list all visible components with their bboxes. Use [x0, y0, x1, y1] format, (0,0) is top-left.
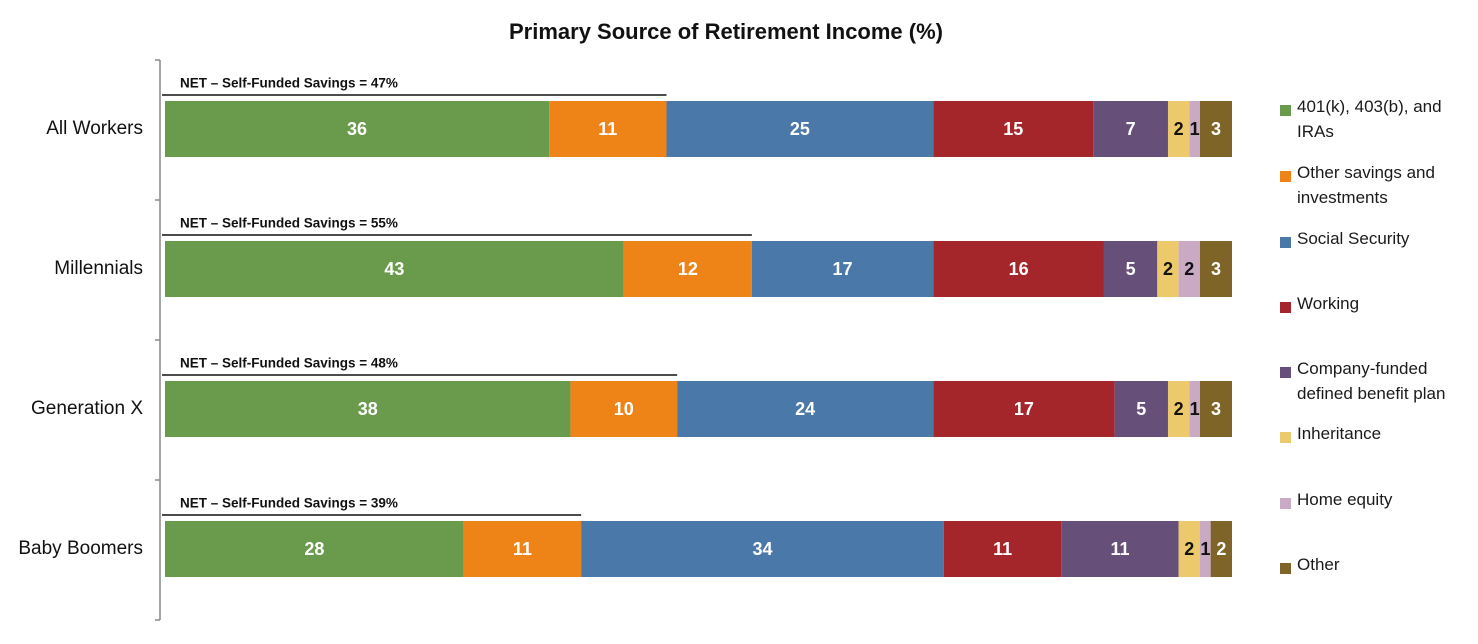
value-label: 28 [304, 539, 324, 559]
bar-segment [933, 241, 1104, 297]
value-label: 17 [833, 259, 853, 279]
bar-segment [1210, 521, 1232, 577]
value-label: 2 [1174, 119, 1184, 139]
legend: 401(k), 403(b), and IRAs Other savings an… [1280, 0, 1470, 644]
annotation: NET – Self-Funded Savings = 39% [180, 496, 398, 511]
value-label: 7 [1126, 119, 1136, 139]
bar-segment [1114, 381, 1168, 437]
bar-segment [1199, 241, 1232, 297]
category-label: All Workers [46, 118, 143, 139]
value-label: 36 [347, 119, 367, 139]
legend-swatch [1280, 302, 1291, 313]
value-label: 11 [513, 539, 532, 559]
bar-segment [1199, 521, 1211, 577]
bar-segment [165, 241, 624, 297]
legend-label: Social Security [1297, 229, 1410, 248]
bar-segment [1167, 101, 1190, 157]
bar-segment [623, 241, 752, 297]
value-label: 3 [1211, 399, 1221, 419]
value-label: 25 [790, 119, 810, 139]
bar-segment [1189, 381, 1200, 437]
legend-label: 401(k), 403(b), and IRAs [1297, 97, 1442, 141]
category-label: Millennials [54, 258, 143, 279]
annotation: NET – Self-Funded Savings = 55% [180, 216, 398, 231]
legend-label: Working [1297, 294, 1360, 313]
legend-swatch [1280, 563, 1291, 574]
category-label: Baby Boomers [18, 538, 143, 559]
value-label: 1 [1200, 539, 1210, 559]
bar-segment [165, 381, 571, 437]
bar-segment [751, 241, 934, 297]
bar-segment [1189, 101, 1200, 157]
bar-segment [666, 101, 934, 157]
value-label: 11 [1110, 539, 1129, 559]
legend-label: Inheritance [1297, 424, 1382, 443]
bar-segment [943, 521, 1062, 577]
bar-segment [1178, 241, 1200, 297]
value-label: 17 [1014, 399, 1034, 419]
bar-segment [165, 521, 464, 577]
bar-segment [549, 101, 667, 157]
bar-segment [165, 101, 550, 157]
legend-swatch [1280, 237, 1291, 248]
value-label: 2 [1163, 259, 1173, 279]
value-label: 2 [1184, 539, 1194, 559]
annotation: NET – Self-Funded Savings = 47% [180, 76, 398, 91]
legend-swatch [1280, 498, 1291, 509]
value-label: 24 [795, 399, 815, 419]
value-label: 2 [1216, 539, 1226, 559]
bar-segment [933, 101, 1094, 157]
value-label: 11 [993, 539, 1012, 559]
legend-label: Other [1297, 555, 1340, 574]
bar-segment [463, 521, 582, 577]
bar-segment [1167, 381, 1190, 437]
bar-segment [581, 521, 944, 577]
value-label: 10 [614, 399, 634, 419]
chart-title: Primary Source of Retirement Income (%) [509, 19, 943, 44]
value-label: 34 [753, 539, 773, 559]
bar-segment [1093, 101, 1168, 157]
value-label: 3 [1211, 119, 1221, 139]
legend-swatch [1280, 105, 1291, 116]
bar-segment [1178, 521, 1200, 577]
bar-segment [677, 381, 934, 437]
legend-swatch [1280, 367, 1291, 378]
bar-segment [1199, 381, 1232, 437]
value-label: 43 [384, 259, 404, 279]
value-label: 2 [1174, 399, 1184, 419]
bar-segment [933, 381, 1115, 437]
legend-label: Home equity [1297, 490, 1393, 509]
annotation: NET – Self-Funded Savings = 48% [180, 356, 398, 371]
value-label: 11 [598, 119, 617, 139]
value-label: 5 [1126, 259, 1136, 279]
value-label: 16 [1009, 259, 1029, 279]
category-label: Generation X [31, 398, 143, 419]
value-label: 38 [358, 399, 378, 419]
bar-segment [1103, 241, 1158, 297]
bar-segment [1061, 521, 1179, 577]
value-label: 5 [1136, 399, 1146, 419]
legend-swatch [1280, 171, 1291, 182]
value-label: 1 [1190, 399, 1200, 419]
legend-swatch [1280, 432, 1291, 443]
value-label: 15 [1003, 119, 1023, 139]
value-label: 12 [678, 259, 698, 279]
legend-label: Company-funded defined benefit plan [1297, 359, 1446, 403]
bar-segment [570, 381, 678, 437]
bar-segment [1199, 101, 1232, 157]
legend-label: Other savings and investments [1297, 163, 1435, 207]
value-label: 2 [1184, 259, 1194, 279]
value-label: 3 [1211, 259, 1221, 279]
bar-segment [1157, 241, 1179, 297]
value-label: 1 [1190, 119, 1200, 139]
